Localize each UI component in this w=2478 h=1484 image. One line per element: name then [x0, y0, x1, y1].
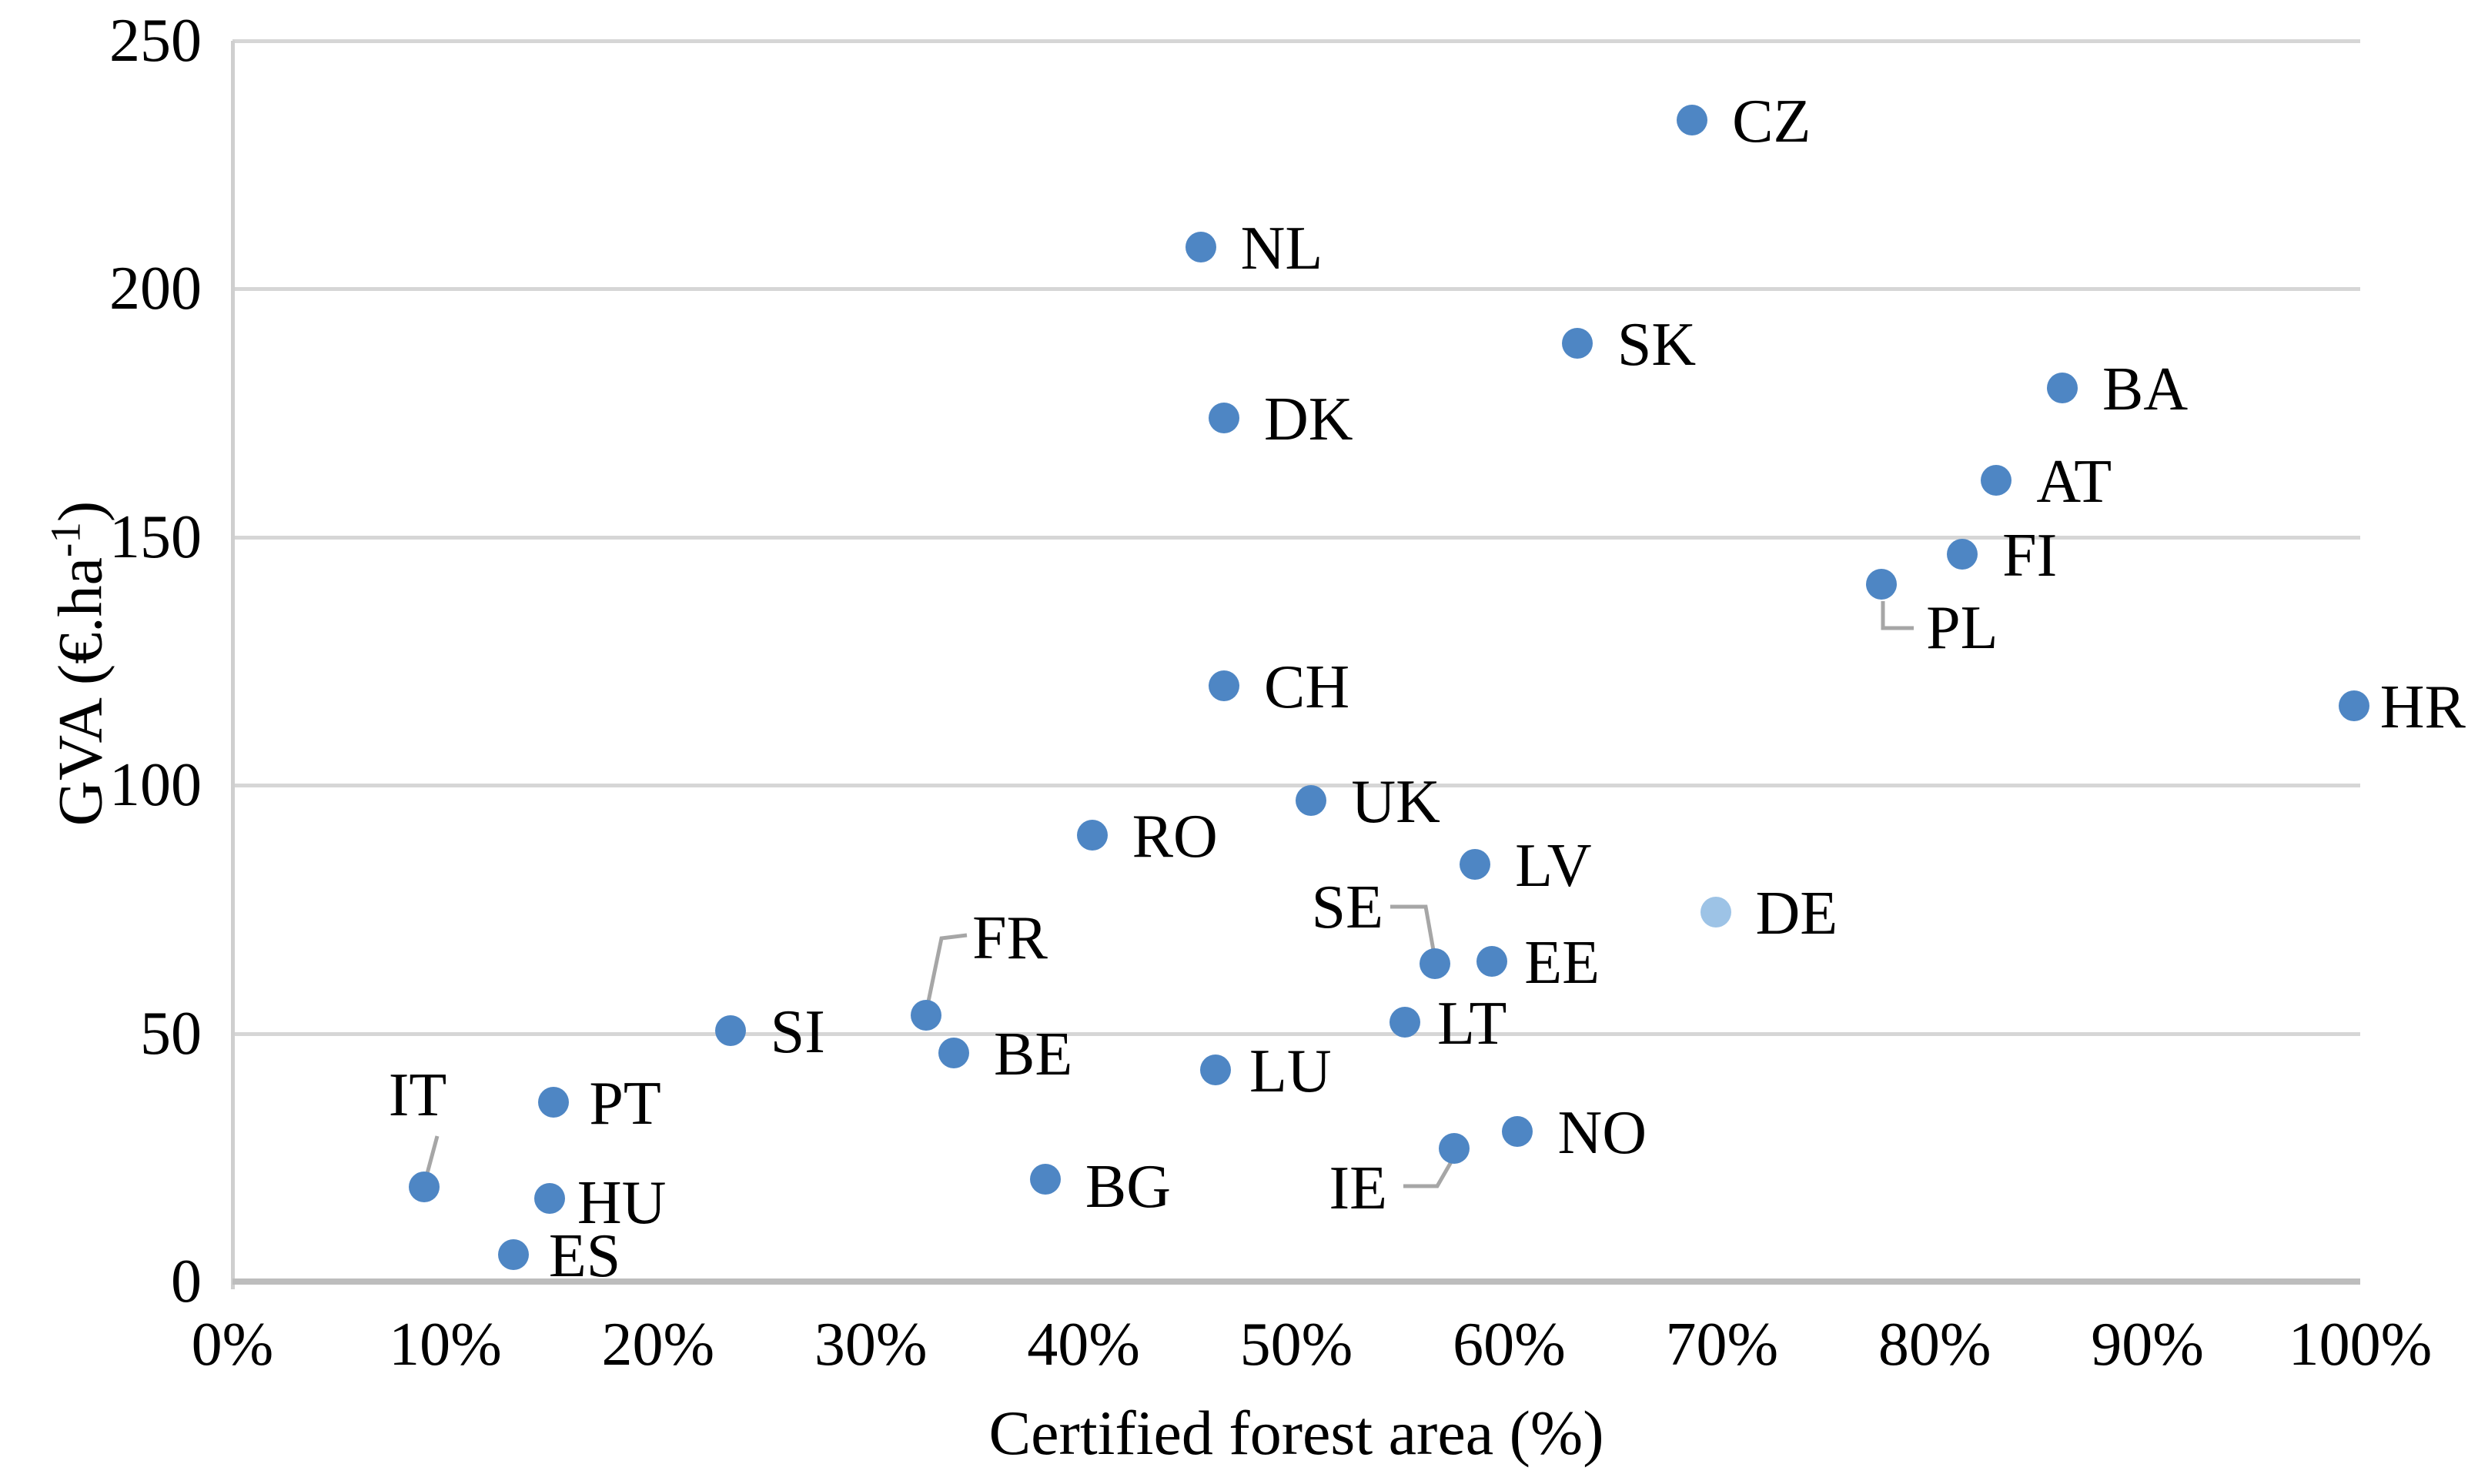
leader-line-FR — [926, 933, 968, 1002]
data-point-label-UK: UK — [1351, 767, 1440, 836]
y-tick-label-150: 150 — [109, 503, 202, 571]
data-point-label-CZ: CZ — [1732, 88, 1811, 156]
data-point-label-PT: PT — [589, 1069, 661, 1138]
data-point-DE[interactable] — [1700, 896, 1731, 928]
leader-line-PL — [1881, 601, 1914, 630]
data-point-PT[interactable] — [538, 1086, 570, 1118]
y-tick-label-0: 0 — [171, 1248, 202, 1315]
data-point-label-IE: IE — [1329, 1154, 1388, 1222]
data-point-BG[interactable] — [1029, 1163, 1061, 1195]
y-tick-label-250: 250 — [109, 7, 202, 75]
x-tick-label-0%: 0% — [191, 1311, 274, 1379]
x-tick-label-50%: 50% — [1239, 1311, 1353, 1379]
data-point-RO[interactable] — [1076, 819, 1108, 851]
data-point-label-EE: EE — [1524, 929, 1600, 998]
data-point-label-IT: IT — [388, 1061, 447, 1129]
data-point-EE[interactable] — [1476, 946, 1508, 978]
y-axis-title-superscript: -1 — [42, 522, 89, 557]
data-point-label-PL: PL — [1926, 594, 1998, 663]
data-point-ES[interactable] — [497, 1239, 529, 1271]
y-tick-label-200: 200 — [109, 255, 202, 323]
x-tick-label-30%: 30% — [814, 1311, 928, 1379]
data-point-CZ[interactable] — [1677, 105, 1708, 136]
data-point-label-FI: FI — [2002, 522, 2058, 590]
x-tick-label-60%: 60% — [1453, 1311, 1566, 1379]
x-tick-label-90%: 90% — [2091, 1311, 2204, 1379]
data-point-IE[interactable] — [1438, 1132, 1470, 1164]
data-point-label-DK: DK — [1264, 386, 1353, 454]
x-axis-title: Certified forest area (%) — [988, 1398, 1604, 1468]
y-axis-line — [231, 41, 235, 1289]
data-point-label-RO: RO — [1132, 802, 1218, 871]
data-point-PL[interactable] — [1866, 569, 1898, 600]
data-point-SI[interactable] — [714, 1015, 746, 1047]
data-point-label-AT: AT — [2036, 447, 2112, 516]
data-point-SK[interactable] — [1561, 328, 1593, 359]
data-point-HR[interactable] — [2338, 690, 2369, 722]
leader-line-IT — [424, 1135, 440, 1177]
y-axis-title: GVA (€.ha-1) — [34, 500, 115, 827]
data-point-NL[interactable] — [1185, 231, 1216, 262]
data-point-SE[interactable] — [1419, 948, 1450, 980]
x-tick-label-100%: 100% — [2288, 1311, 2433, 1379]
x-tick-label-20%: 20% — [601, 1311, 715, 1379]
data-point-UK[interactable] — [1296, 784, 1327, 816]
data-point-label-FR: FR — [972, 904, 1048, 972]
y-tick-label-100: 100 — [109, 751, 202, 820]
x-tick-label-40%: 40% — [1027, 1311, 1140, 1379]
data-point-label-HU: HU — [577, 1168, 667, 1237]
data-point-label-DE: DE — [1755, 879, 1838, 948]
leader-line-IE — [1403, 1159, 1454, 1188]
gridline-y-200 — [232, 287, 2360, 292]
data-point-label-SK: SK — [1617, 311, 1697, 379]
data-point-CH[interactable] — [1209, 670, 1240, 702]
gridline-y-50 — [232, 1031, 2360, 1036]
data-point-HU[interactable] — [533, 1182, 565, 1214]
data-point-label-CH: CH — [1264, 653, 1350, 722]
data-point-DK[interactable] — [1209, 403, 1240, 434]
x-tick-label-80%: 80% — [1878, 1311, 1991, 1379]
data-point-label-SE: SE — [1311, 874, 1384, 942]
x-axis-line — [232, 1278, 2360, 1285]
data-point-label-HR: HR — [2379, 673, 2466, 742]
y-axis-title-close: ) — [45, 500, 115, 523]
data-point-label-LU: LU — [1249, 1037, 1332, 1105]
y-axis-title-text: GVA (€.ha — [45, 556, 115, 827]
data-point-FI[interactable] — [1947, 539, 1978, 570]
gridline-y-100 — [232, 784, 2360, 788]
x-tick-label-70%: 70% — [1665, 1311, 1779, 1379]
data-point-label-BA: BA — [2102, 356, 2189, 424]
data-point-FR[interactable] — [911, 999, 942, 1031]
data-point-LT[interactable] — [1389, 1007, 1420, 1038]
data-point-label-NO: NO — [1557, 1098, 1647, 1167]
data-point-NO[interactable] — [1502, 1115, 1533, 1147]
data-point-BA[interactable] — [2047, 373, 2078, 404]
data-point-LU[interactable] — [1199, 1054, 1231, 1085]
data-point-label-SI: SI — [770, 998, 825, 1067]
data-point-label-LT: LT — [1436, 990, 1507, 1058]
data-point-label-BG: BG — [1085, 1152, 1171, 1221]
data-point-label-NL: NL — [1240, 214, 1323, 282]
data-point-label-BE: BE — [993, 1021, 1073, 1089]
data-point-IT[interactable] — [408, 1171, 440, 1202]
gridline-y-150 — [232, 535, 2360, 540]
gridline-y-250 — [232, 39, 2360, 43]
data-point-BE[interactable] — [938, 1038, 969, 1069]
y-tick-label-50: 50 — [140, 999, 202, 1068]
data-point-LV[interactable] — [1460, 849, 1491, 881]
data-point-label-ES: ES — [548, 1222, 621, 1291]
data-point-label-LV: LV — [1515, 832, 1592, 901]
leader-line-SE — [1390, 904, 1436, 955]
x-tick-label-10%: 10% — [389, 1311, 502, 1379]
data-point-AT[interactable] — [1981, 464, 2012, 496]
